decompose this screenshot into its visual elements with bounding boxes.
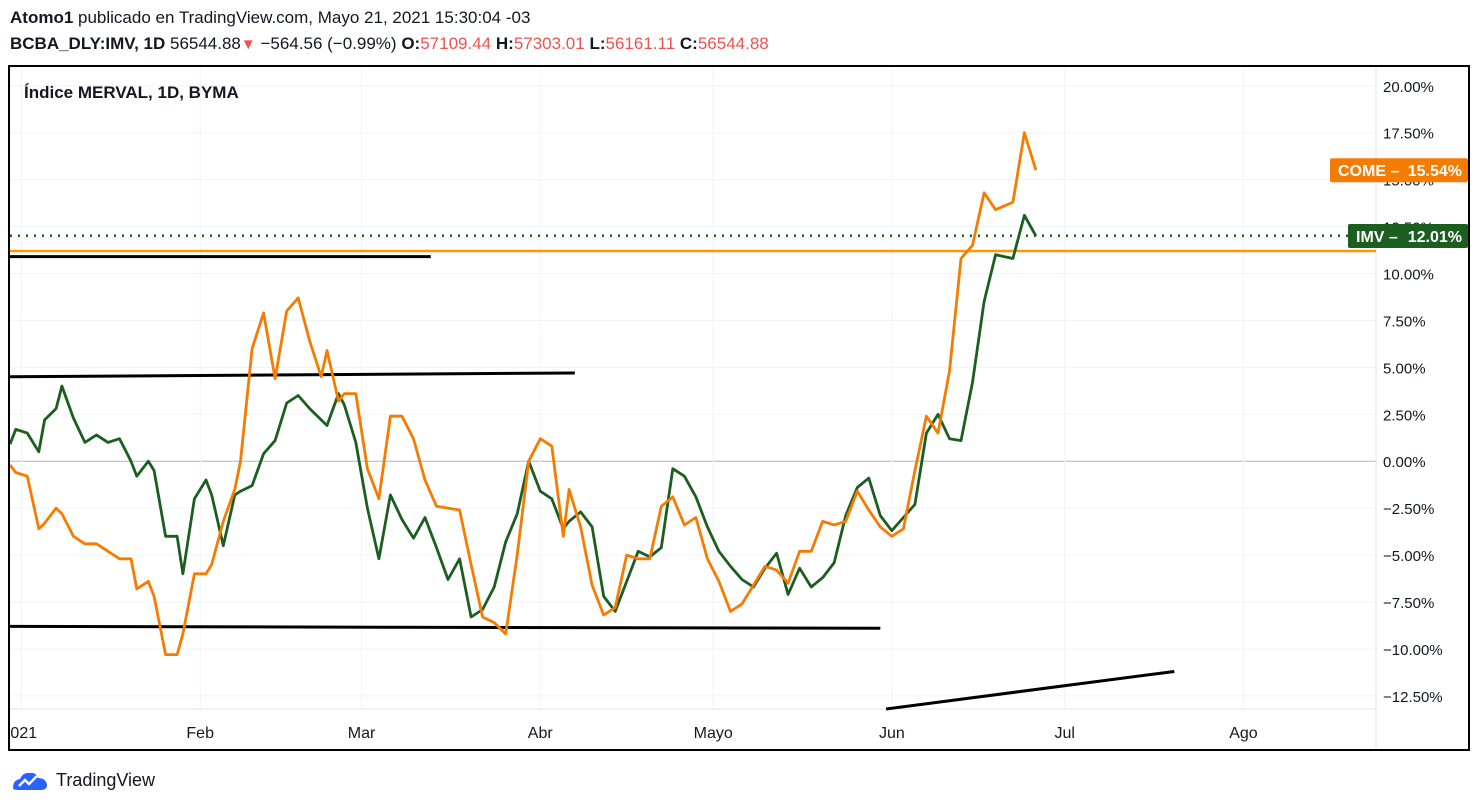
price-tag-name: COME –: [1338, 163, 1399, 180]
x-tick-label: Jul: [1055, 725, 1075, 742]
x-tick-label: 2021: [10, 725, 37, 742]
x-tick-label: Ago: [1229, 725, 1258, 742]
close-label: C:: [679, 34, 698, 53]
open-label: O:: [401, 34, 421, 53]
price-change: −564.56 (−0.99%): [260, 34, 397, 53]
y-tick-label: −12.50%: [1383, 689, 1443, 706]
price-tag-name: IMV –: [1356, 229, 1398, 246]
tradingview-logo-icon[interactable]: [10, 768, 50, 792]
price-tag-box: [1348, 223, 1468, 248]
trend-line: [10, 371, 575, 379]
author-name[interactable]: Atomo1: [10, 8, 74, 27]
price-tag-come: COME – 15.54%: [1330, 158, 1468, 183]
x-tick-label: Feb: [186, 725, 214, 742]
y-tick-label: 20.00%: [1383, 79, 1434, 96]
price-tag-imv: IMV – 12.01%: [1348, 223, 1468, 248]
trend-line: [885, 669, 1175, 711]
price-tag-value: 12.01%: [1408, 229, 1462, 246]
published-line: Atomo1 publicado en TradingView.com, May…: [10, 8, 530, 28]
open-value: 57109.44: [420, 34, 492, 53]
chart-frame[interactable]: 20.00%17.50%15.00%12.50%10.00%7.50%5.00%…: [8, 65, 1470, 751]
symbol-line: BCBA_DLY:IMV, 1D 56544.88▼ −564.56 (−0.9…: [10, 34, 769, 54]
down-arrow-icon: ▼: [240, 36, 256, 53]
y-tick-label: −10.00%: [1383, 642, 1443, 659]
high-value: 57303.01: [513, 34, 585, 53]
published-text: publicado en TradingView.com, Mayo 21, 2…: [78, 8, 531, 27]
y-tick-label: 0.00%: [1383, 454, 1426, 471]
x-tick-label: Jun: [879, 725, 905, 742]
y-tick-label: 17.50%: [1383, 126, 1434, 143]
x-tick-label: Abr: [528, 725, 554, 742]
series-line-come: [10, 131, 1038, 656]
y-tick-label: −2.50%: [1383, 501, 1434, 518]
footer: TradingView: [10, 767, 155, 793]
symbol-name: BCBA_DLY:IMV, 1D: [10, 34, 166, 53]
y-tick-label: 2.50%: [1383, 407, 1426, 424]
y-tick-label: 7.50%: [1383, 313, 1426, 330]
price-tag-value: 15.54%: [1408, 163, 1462, 180]
chart-title: Índice MERVAL, 1D, BYMA: [24, 83, 239, 102]
trend-line: [10, 624, 881, 630]
low-value: 56161.11: [605, 34, 676, 53]
series-line-imv: [10, 213, 1038, 619]
price-tag-box: [1330, 158, 1468, 183]
footer-brand[interactable]: TradingView: [56, 769, 156, 790]
y-tick-label: 10.00%: [1383, 266, 1434, 283]
last-price: 56544.88: [169, 34, 241, 53]
y-tick-label: 5.00%: [1383, 360, 1426, 377]
x-tick-label: Mar: [348, 725, 376, 742]
close-value: 56544.88: [697, 34, 769, 53]
high-label: H:: [495, 34, 514, 53]
y-tick-label: −5.00%: [1383, 548, 1434, 565]
low-label: L:: [589, 34, 606, 53]
chart-canvas[interactable]: 20.00%17.50%15.00%12.50%10.00%7.50%5.00%…: [10, 67, 1468, 749]
x-tick-label: Mayo: [694, 725, 733, 742]
y-tick-label: −7.50%: [1383, 595, 1434, 612]
